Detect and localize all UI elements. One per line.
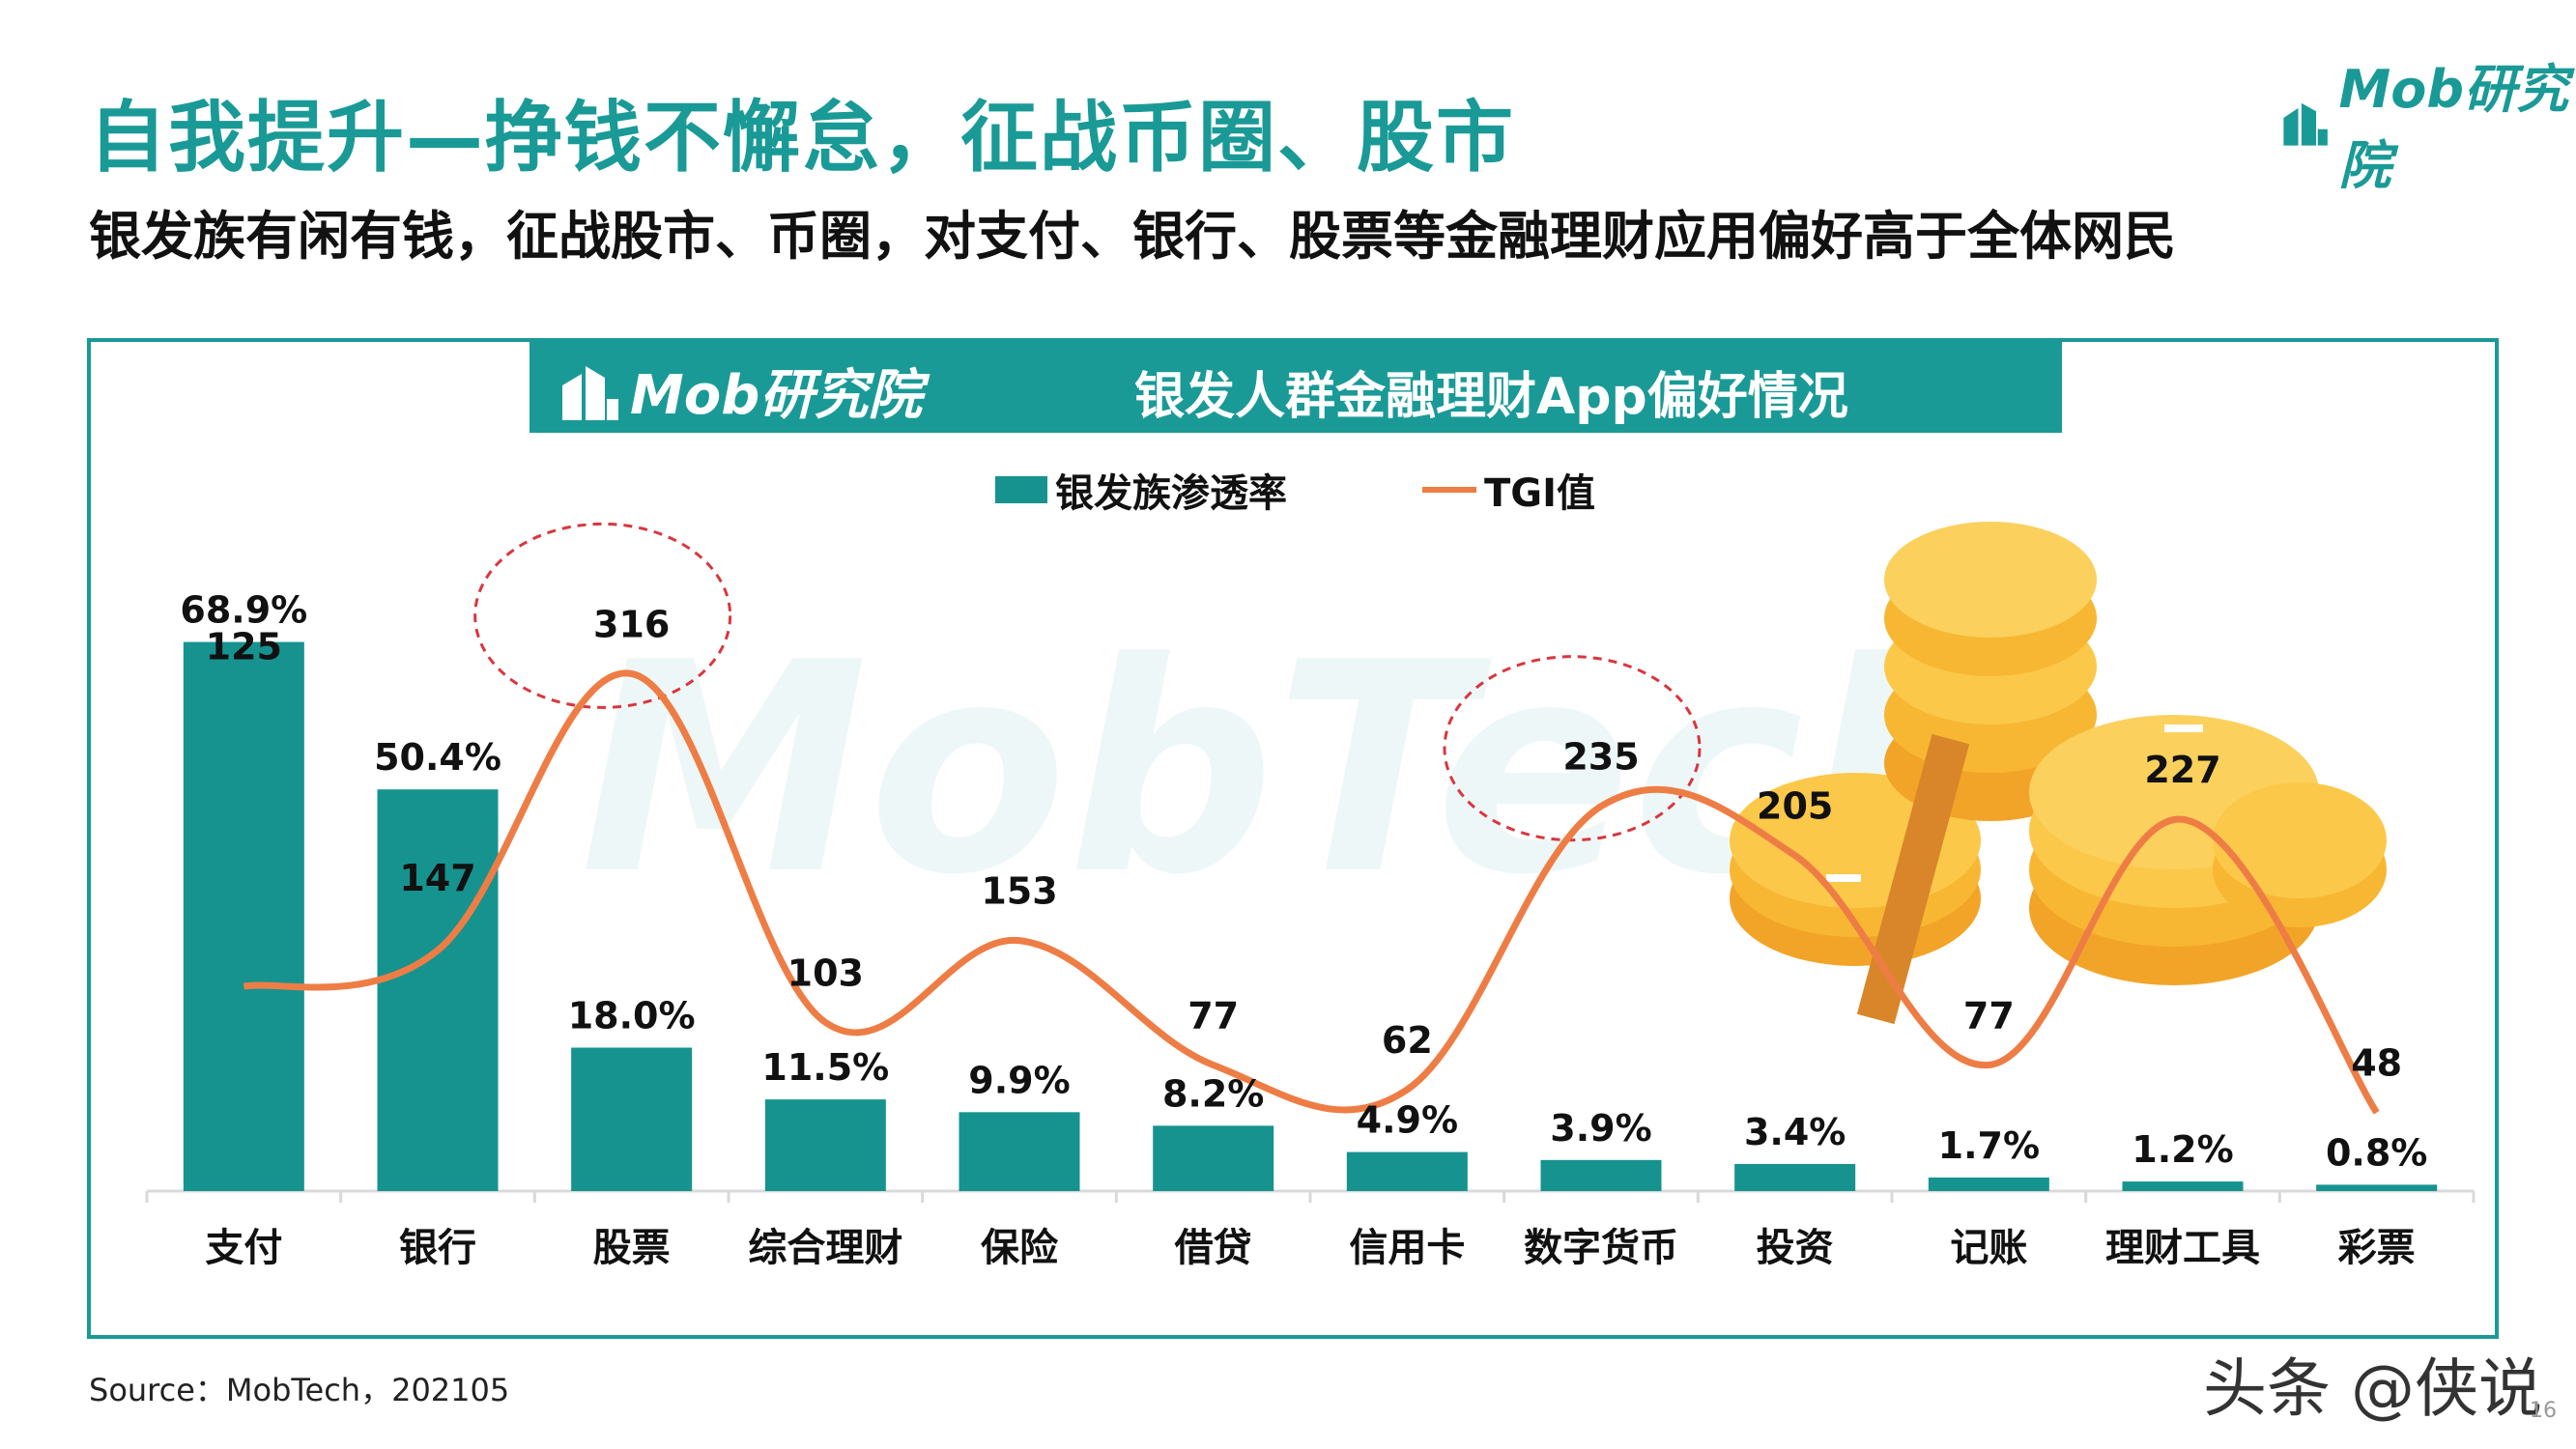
line-value-label: 125 [206,626,282,668]
line-value-label: 235 [1562,736,1639,779]
line-value-label: 48 [2351,1042,2402,1085]
bar-2 [571,1047,693,1191]
bar-3 [764,1099,886,1191]
building-icon [562,365,618,420]
line-value-label: 316 [593,603,670,645]
bar-11 [2316,1184,2438,1191]
chart-title: 银发人群金融理财App偏好情况 [1134,368,1848,426]
line-value-label: 147 [399,857,475,899]
bar-value-label: 1.2% [2132,1128,2233,1171]
category-label: 彩票 [2338,1226,2416,1270]
bar-value-label: 0.8% [2326,1131,2427,1174]
category-labels: 支付 银行 股票 综合理财 保险 借贷 信用卡 数字货币 投资 记账 理财工具 彩票 [205,1226,2415,1270]
category-label: 银行 [399,1226,476,1270]
banner-logo: Mob研究院 [558,352,922,430]
bar-value-label: 9.9% [968,1059,1070,1101]
bar-7 [1540,1159,1662,1191]
bar-value-label: 4.9% [1357,1099,1458,1142]
legend-label-line: TGI值 [1484,471,1595,516]
tgi-line [243,669,2380,1115]
bar-1 [377,789,499,1191]
category-label: 理财工具 [2105,1226,2260,1270]
bar-0 [183,641,304,1191]
highlight-circle [473,522,732,709]
highlight-circles [473,522,1702,842]
bar-9 [1928,1177,2049,1191]
bar-value-label: 68.9% [180,589,307,632]
category-label: 借贷 [1174,1226,1252,1270]
building-icon [2283,102,2328,146]
bar-6 [1346,1151,1468,1191]
category-label: 支付 [205,1226,282,1270]
page-subtitle: 银发族有闲有钱，征战股市、币圈，对支付、银行、股票等金融理财应用偏好高于全体网民 [89,206,2176,267]
line-value-label: 103 [787,952,864,994]
bar-value-label: 3.9% [1550,1107,1651,1150]
page-number: 16 [2530,1399,2557,1423]
bar-value-label: 3.4% [1744,1111,1846,1153]
category-label: 数字货币 [1524,1226,1678,1270]
chart-banner: Mob研究院 银发人群金融理财App偏好情况 [530,340,2062,433]
line-value-label: 153 [981,870,1057,913]
line-value-label: 77 [1188,994,1239,1037]
legend-line-swatch [1422,487,1476,493]
watermark-credit: 头条 @侠说 [2203,1351,2542,1426]
line-value-label: 62 [1382,1019,1433,1062]
legend-item-line: TGI值 [1422,462,1595,518]
bar-value-labels: 68.9% 50.4% 18.0% 11.5% 9.9% 8.2% 4.9% 3.9% 3.4%… [180,589,2427,1175]
bar-series [145,641,2476,1203]
chart-legend: 银发族渗透率 TGI值 [995,462,1595,518]
banner-logo-text: Mob研究院 [630,364,923,427]
category-label: 保险 [981,1226,1059,1270]
source-note: Source：MobTech，202105 [89,1372,510,1408]
highlight-circle [1443,655,1702,842]
legend-item-bar: 银发族渗透率 [995,462,1287,518]
line-value-label: 205 [1757,785,1833,828]
bar-value-label: 11.5% [761,1046,889,1089]
category-label: 股票 [593,1226,671,1270]
page-title: 自我提升—挣钱不懈怠，征战币圈、股市 [89,93,1515,183]
bar-8 [1734,1163,1856,1191]
bar-4 [959,1112,1080,1191]
legend-bar-swatch [995,476,1047,503]
brand-logo-text: Mob研究院 [2338,59,2569,196]
bar-value-label: 50.4% [374,736,501,779]
legend-label-bar: 银发族渗透率 [1055,471,1287,516]
category-label: 记账 [1950,1226,2027,1270]
brand-logo: Mob研究院 [2280,46,2576,199]
line-value-label: 77 [1963,994,2015,1037]
category-label: 投资 [1757,1226,1834,1270]
line-value-labels: 125 147 316 103 153 77 62 235 205 77 227 48 [206,603,2402,1084]
bar-value-label: 8.2% [1162,1072,1264,1115]
category-label: 信用卡 [1349,1226,1465,1270]
bar-5 [1153,1125,1274,1191]
line-value-label: 227 [2144,749,2220,791]
category-label: 综合理财 [748,1226,902,1270]
bar-value-label: 1.7% [1938,1124,2040,1167]
bar-10 [2122,1181,2244,1191]
bar-value-label: 18.0% [568,995,696,1037]
